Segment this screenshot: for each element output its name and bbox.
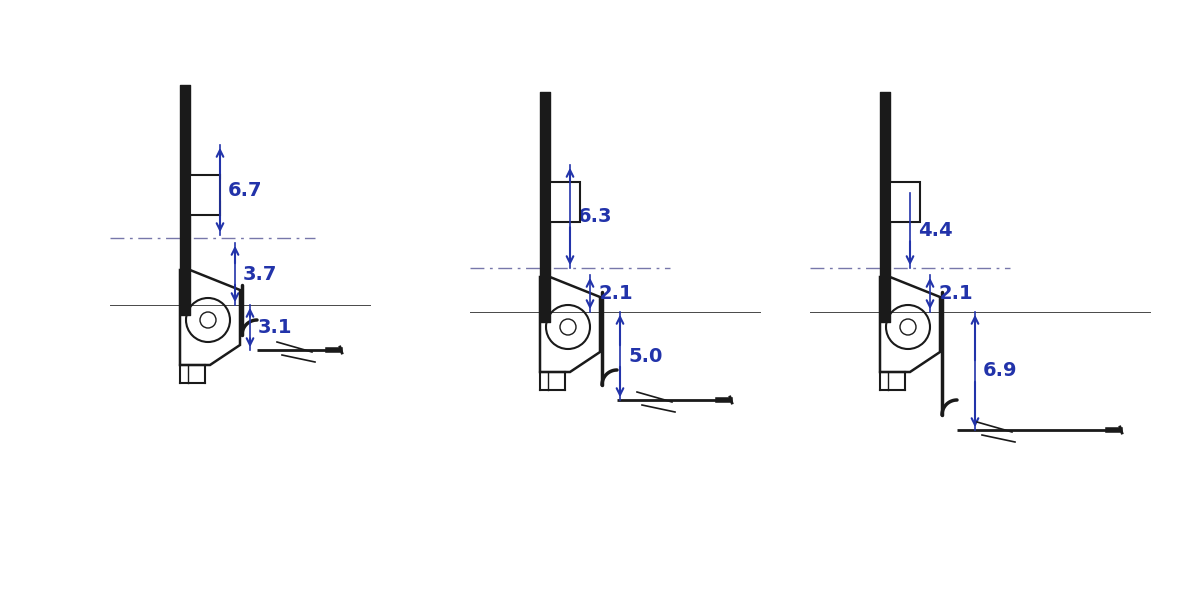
Text: 3.7: 3.7 <box>242 265 277 283</box>
Bar <box>890 182 920 222</box>
Text: 2.1: 2.1 <box>938 284 973 303</box>
Text: 6.7: 6.7 <box>228 181 263 199</box>
Text: 6.3: 6.3 <box>578 207 612 226</box>
Text: 3.1: 3.1 <box>258 318 293 337</box>
Bar <box>190 175 220 215</box>
Bar <box>550 182 580 222</box>
Text: 6.9: 6.9 <box>983 361 1018 380</box>
Text: 2.1: 2.1 <box>598 284 632 303</box>
Text: 4.4: 4.4 <box>918 221 953 240</box>
Text: 5.0: 5.0 <box>628 346 662 365</box>
